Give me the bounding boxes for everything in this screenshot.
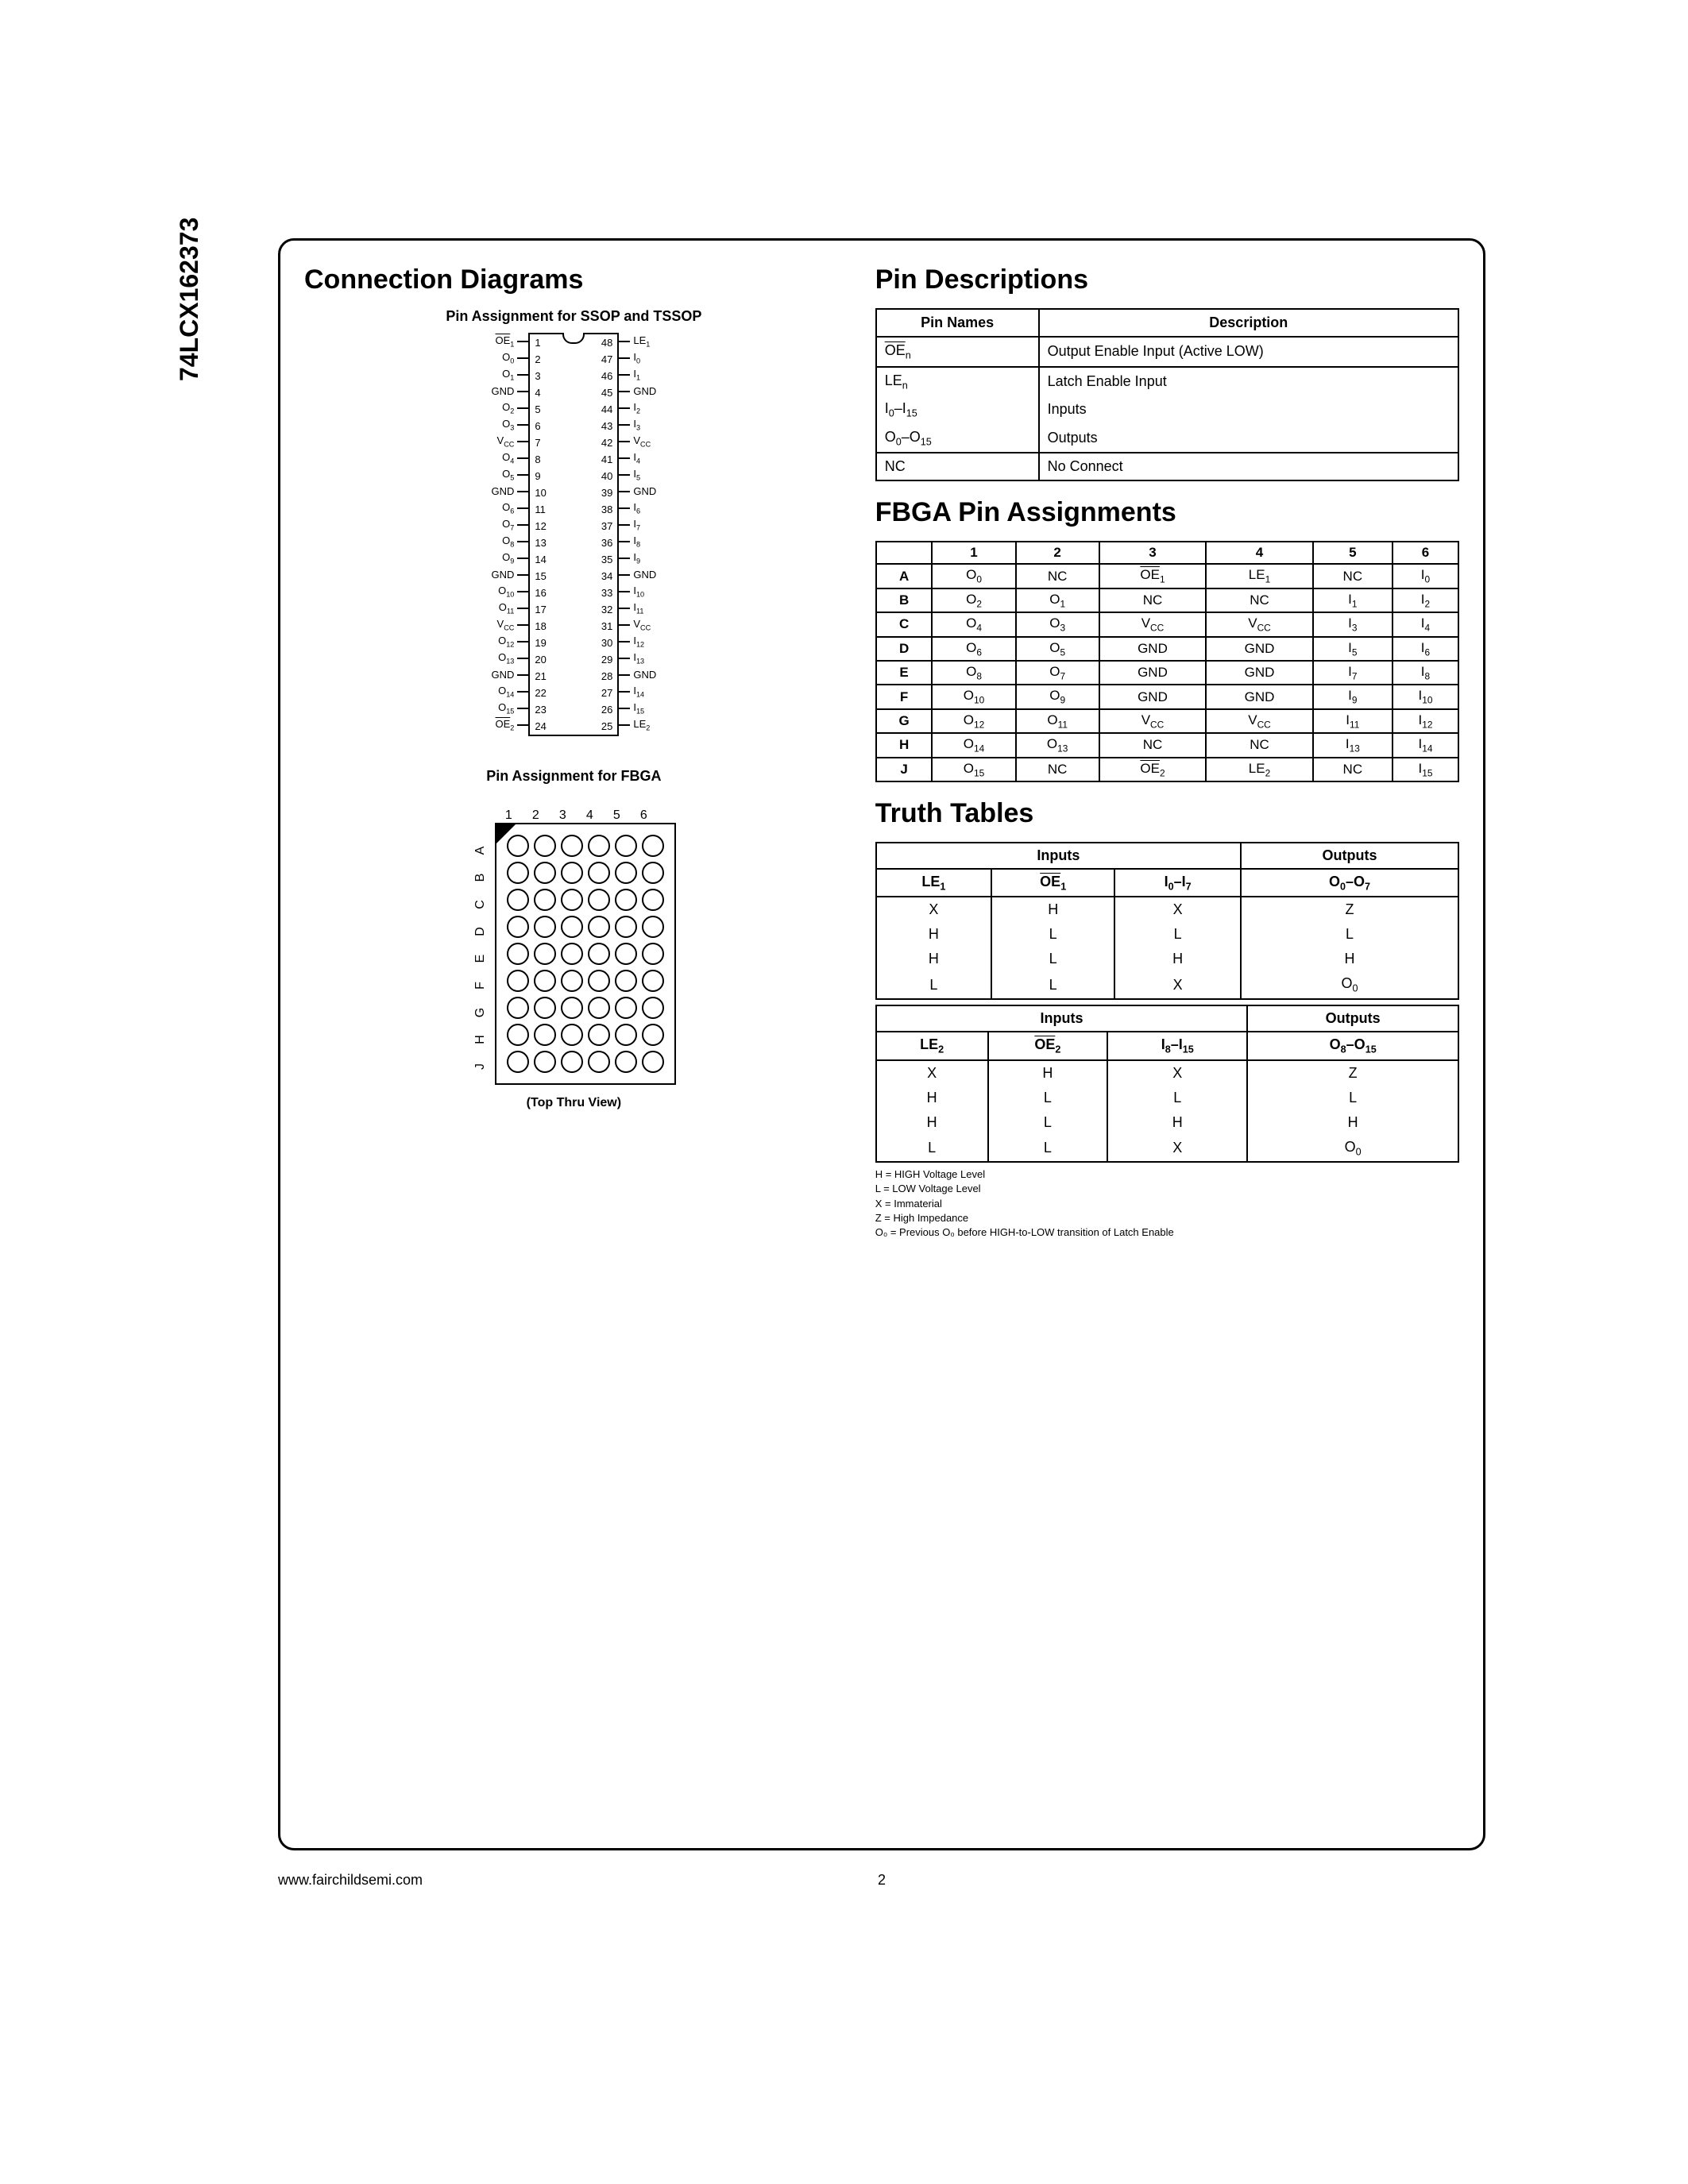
heading-fbga-assignments: FBGA Pin Assignments [875, 497, 1459, 528]
fbga-assignments-table: 123456AO0NCOE1LE1NCI0BO2O1NCNCI1I2CO4O3V… [875, 541, 1459, 782]
ssop-title: Pin Assignment for SSOP and TSSOP [304, 308, 844, 325]
fbga-diagram-title: Pin Assignment for FBGA [304, 768, 844, 785]
content-frame: Connection Diagrams Pin Assignment for S… [278, 238, 1485, 1850]
truth-table-notes: H = HIGH Voltage LevelL = LOW Voltage Le… [875, 1167, 1459, 1240]
truth-table-1: InputsOutputsLE1OE1I0–I7O0–O7XHXZHLLLHLH… [875, 842, 1459, 1000]
pin-descriptions-table: Pin NamesDescriptionOEnOutput Enable Inp… [875, 308, 1459, 481]
footer-page-number: 2 [878, 1872, 886, 1889]
heading-pin-descriptions: Pin Descriptions [875, 264, 1459, 295]
part-number: 74LCX162373 [175, 218, 204, 381]
footer-url: www.fairchildsemi.com [278, 1872, 423, 1889]
ssop-chip-diagram: OE1O0O1GNDO2O3VCCO4O5GNDO6O7O8O9GNDO10O1… [485, 333, 662, 736]
truth-table-2: InputsOutputsLE2OE2I8–I15O8–O15XHXZHLLLH… [875, 1005, 1459, 1163]
heading-truth-tables: Truth Tables [875, 798, 1459, 829]
heading-connection-diagrams: Connection Diagrams [304, 264, 844, 295]
page-footer: www.fairchildsemi.com 2 [278, 1872, 1485, 1889]
fbga-diagram: 123456 ABCDEFGHJ [471, 808, 676, 1085]
fbga-caption: (Top Thru View) [304, 1096, 844, 1110]
